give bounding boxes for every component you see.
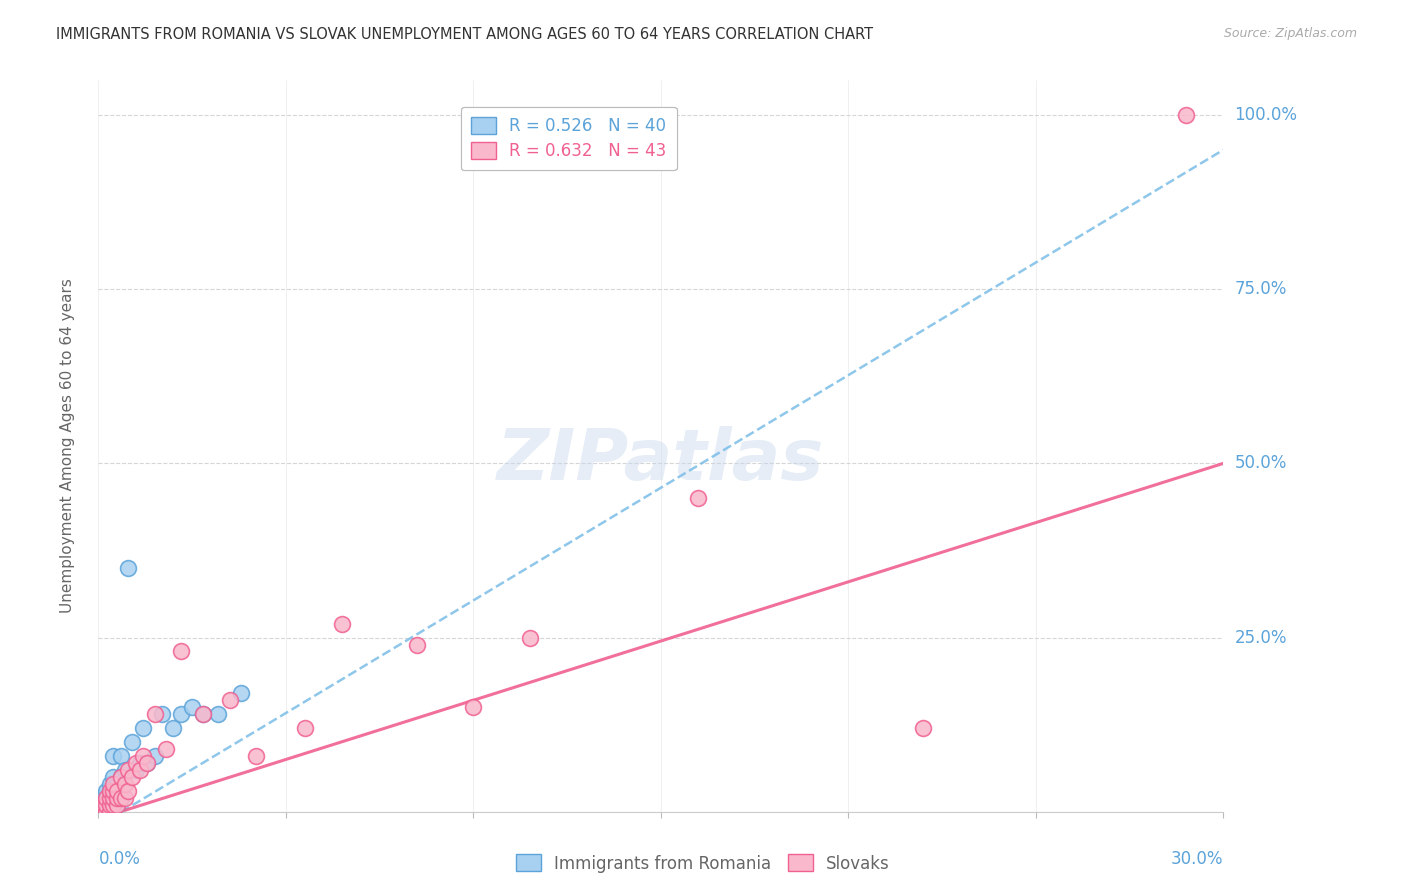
Point xyxy=(110,770,132,784)
Point xyxy=(103,797,125,812)
Point xyxy=(103,749,125,764)
Point xyxy=(103,790,125,805)
Point xyxy=(218,693,240,707)
Point xyxy=(89,805,111,819)
Point xyxy=(128,763,150,777)
Text: 25.0%: 25.0% xyxy=(1234,629,1286,647)
Point xyxy=(912,721,935,735)
Point xyxy=(94,790,117,805)
Point xyxy=(114,777,136,791)
Point xyxy=(207,707,229,722)
Point xyxy=(110,749,132,764)
Point xyxy=(114,763,136,777)
Point xyxy=(103,784,125,798)
Point xyxy=(132,749,155,764)
Legend: Immigrants from Romania, Slovaks: Immigrants from Romania, Slovaks xyxy=(509,847,897,880)
Point xyxy=(103,797,125,812)
Point xyxy=(94,805,117,819)
Point xyxy=(98,784,121,798)
Point xyxy=(105,797,128,812)
Point xyxy=(121,735,143,749)
Point xyxy=(98,777,121,791)
Point xyxy=(143,707,166,722)
Point xyxy=(1174,108,1197,122)
Point xyxy=(245,749,267,764)
Point xyxy=(98,790,121,805)
Point xyxy=(519,631,541,645)
Point xyxy=(150,707,173,722)
Point xyxy=(105,797,128,812)
Point xyxy=(229,686,252,700)
Point xyxy=(91,797,114,812)
Point xyxy=(105,777,128,791)
Point xyxy=(103,770,125,784)
Text: 30.0%: 30.0% xyxy=(1171,850,1223,868)
Point xyxy=(143,749,166,764)
Text: Source: ZipAtlas.com: Source: ZipAtlas.com xyxy=(1223,27,1357,40)
Y-axis label: Unemployment Among Ages 60 to 64 years: Unemployment Among Ages 60 to 64 years xyxy=(60,278,75,614)
Point xyxy=(110,770,132,784)
Point xyxy=(94,797,117,812)
Point xyxy=(132,721,155,735)
Point xyxy=(125,756,148,770)
Point xyxy=(117,763,139,777)
Point xyxy=(98,805,121,819)
Point xyxy=(94,805,117,819)
Point xyxy=(170,644,193,658)
Point xyxy=(98,805,121,819)
Point xyxy=(103,805,125,819)
Point xyxy=(463,700,485,714)
Point xyxy=(193,707,215,722)
Point xyxy=(162,721,184,735)
Point xyxy=(117,784,139,798)
Point xyxy=(110,790,132,805)
Point xyxy=(91,805,114,819)
Point xyxy=(91,805,114,819)
Point xyxy=(93,805,115,819)
Point xyxy=(98,797,121,812)
Point xyxy=(98,797,121,812)
Point xyxy=(121,770,143,784)
Point xyxy=(170,707,193,722)
Point xyxy=(193,707,215,722)
Point xyxy=(128,756,150,770)
Point xyxy=(91,790,114,805)
Point xyxy=(94,784,117,798)
Point xyxy=(93,797,115,812)
Point xyxy=(103,777,125,791)
Point xyxy=(114,790,136,805)
Text: ZIPatlas: ZIPatlas xyxy=(498,426,824,495)
Text: IMMIGRANTS FROM ROMANIA VS SLOVAK UNEMPLOYMENT AMONG AGES 60 TO 64 YEARS CORRELA: IMMIGRANTS FROM ROMANIA VS SLOVAK UNEMPL… xyxy=(56,27,873,42)
Text: 75.0%: 75.0% xyxy=(1234,280,1286,298)
Point xyxy=(98,790,121,805)
Point xyxy=(105,784,128,798)
Point xyxy=(125,763,148,777)
Point xyxy=(105,790,128,805)
Point xyxy=(97,797,120,812)
Point xyxy=(94,797,117,812)
Point xyxy=(117,561,139,575)
Point xyxy=(89,797,111,812)
Point xyxy=(181,700,204,714)
Legend: R = 0.526   N = 40, R = 0.632   N = 43: R = 0.526 N = 40, R = 0.632 N = 43 xyxy=(461,107,676,169)
Point xyxy=(136,756,159,770)
Text: 0.0%: 0.0% xyxy=(98,850,141,868)
Point xyxy=(406,638,429,652)
Point xyxy=(688,491,710,506)
Point xyxy=(155,742,177,756)
Point xyxy=(110,790,132,805)
Point xyxy=(98,784,121,798)
Point xyxy=(94,790,117,805)
Point xyxy=(136,756,159,770)
Text: 100.0%: 100.0% xyxy=(1234,106,1298,124)
Text: 50.0%: 50.0% xyxy=(1234,454,1286,473)
Point xyxy=(105,790,128,805)
Point xyxy=(330,616,353,631)
Point xyxy=(294,721,316,735)
Point xyxy=(93,797,115,812)
